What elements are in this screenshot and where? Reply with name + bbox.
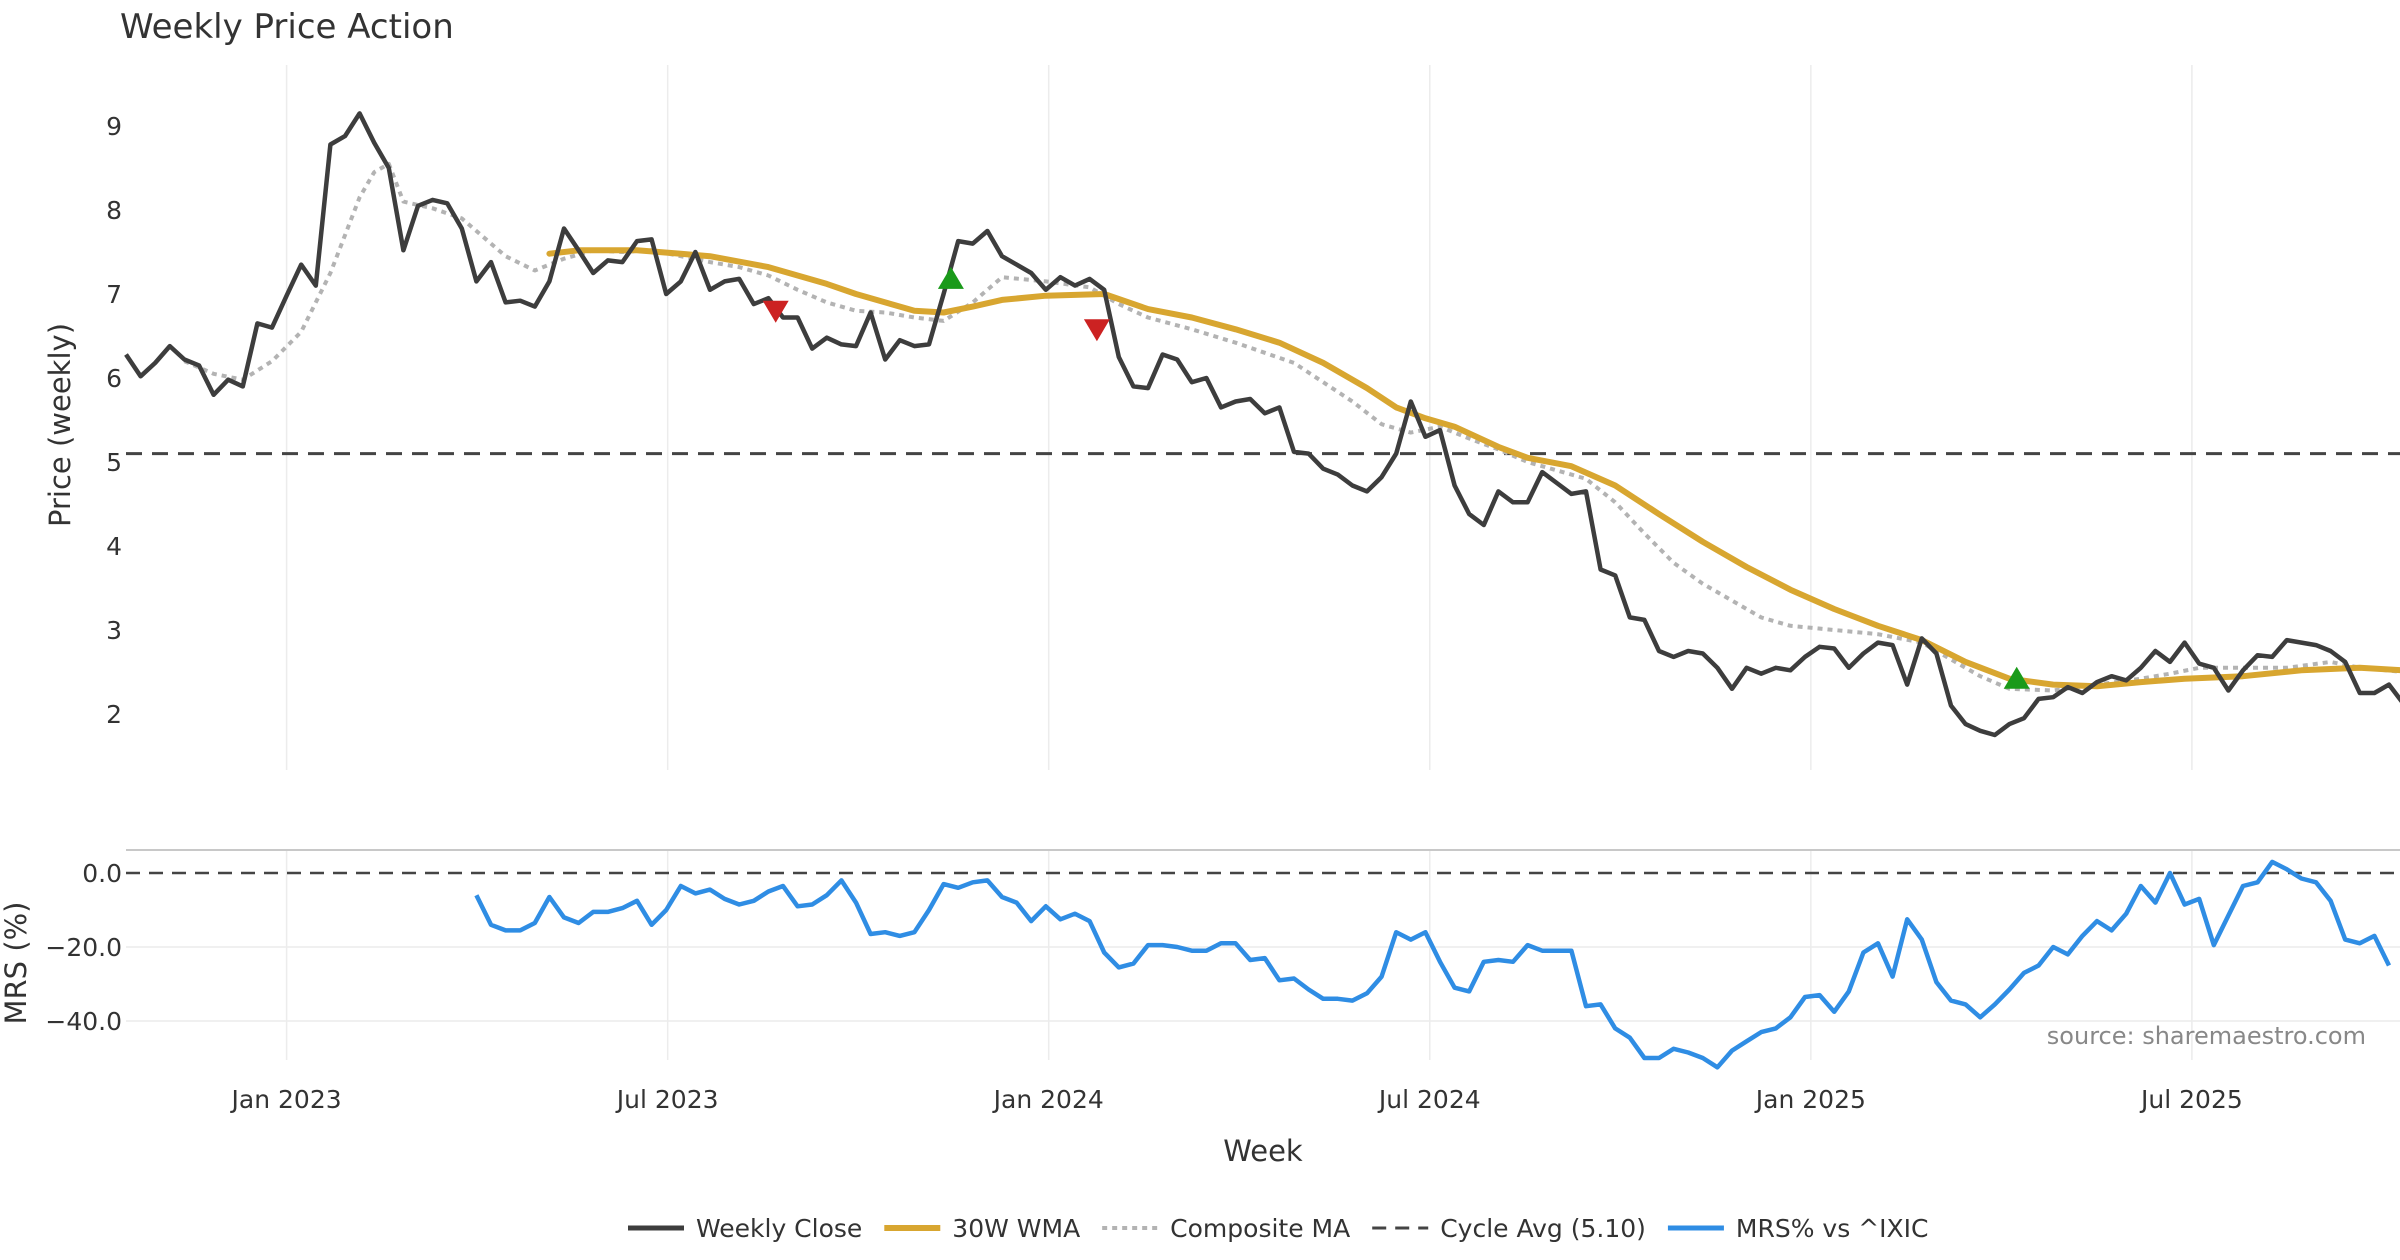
price-gridlines bbox=[285, 65, 2193, 770]
legend-label: 30W WMA bbox=[952, 1214, 1080, 1243]
price-y-tick-label: 7 bbox=[106, 280, 122, 309]
price-y-tick-label: 3 bbox=[106, 616, 122, 645]
legend-item-weekly-close: Weekly Close bbox=[628, 1214, 862, 1243]
mrs-line bbox=[474, 859, 2392, 1070]
x-tick-labels: Jan 2023 Jul 2023 Jan 2024 Jul 2024 Jan 2025… bbox=[230, 1085, 2243, 1114]
mrs-y-tick-labels: 0.0 −20.0 −40.0 bbox=[45, 859, 122, 1036]
legend-label: Weekly Close bbox=[696, 1214, 862, 1243]
legend-item-cycle-avg: Cycle Avg (5.10) bbox=[1372, 1214, 1646, 1243]
x-tick-label: Jul 2023 bbox=[615, 1085, 719, 1114]
x-tick-label: Jul 2025 bbox=[2139, 1085, 2243, 1114]
price-y-tick-label: 6 bbox=[106, 364, 122, 393]
x-tick-label: Jan 2023 bbox=[230, 1085, 342, 1114]
mrs-y-axis-label: MRS (%) bbox=[0, 902, 33, 1025]
mrs-gridlines bbox=[126, 850, 2400, 1060]
price-y-tick-label: 2 bbox=[106, 700, 122, 729]
legend-item-composite-ma: Composite MA bbox=[1102, 1214, 1350, 1243]
mrs-y-tick-label: −20.0 bbox=[45, 933, 122, 962]
weekly-close-line bbox=[124, 111, 2400, 738]
price-y-tick-label: 8 bbox=[106, 196, 122, 225]
buy-signal-marker bbox=[937, 266, 964, 289]
sell-signal-marker bbox=[1083, 319, 1110, 342]
sell-signal-marker bbox=[762, 300, 789, 323]
price-y-tick-label: 5 bbox=[106, 448, 122, 477]
legend-item-mrs: MRS% vs ^IXIC bbox=[1667, 1214, 1929, 1243]
composite-ma-line bbox=[183, 161, 2400, 693]
legend-label: Composite MA bbox=[1170, 1214, 1350, 1243]
x-axis-label: Week bbox=[1223, 1134, 1303, 1168]
x-tick-label: Jul 2024 bbox=[1377, 1085, 1481, 1114]
signal-markers bbox=[762, 266, 2030, 689]
price-y-tick-labels: 2 3 4 5 6 7 8 9 bbox=[106, 112, 122, 729]
legend: Weekly Close 30W WMA Composite MA Cycle Avg… bbox=[628, 1214, 1928, 1243]
price-y-tick-label: 9 bbox=[106, 112, 122, 141]
x-tick-label: Jan 2024 bbox=[992, 1085, 1104, 1114]
price-y-axis-label: Price (weekly) bbox=[43, 323, 77, 527]
mrs-y-tick-label: −40.0 bbox=[45, 1007, 122, 1036]
x-tick-label: Jan 2025 bbox=[1754, 1085, 1866, 1114]
legend-label: MRS% vs ^IXIC bbox=[1736, 1214, 1929, 1243]
price-y-tick-label: 4 bbox=[106, 532, 122, 561]
legend-item-wma: 30W WMA bbox=[884, 1214, 1080, 1243]
mrs-y-tick-label: 0.0 bbox=[82, 859, 122, 888]
wma-30w-line bbox=[546, 247, 2400, 690]
source-note: source: sharemaestro.com bbox=[2047, 1022, 2366, 1050]
legend-label: Cycle Avg (5.10) bbox=[1440, 1214, 1646, 1243]
chart-title: Weekly Price Action bbox=[120, 7, 454, 47]
buy-signal-marker bbox=[2003, 666, 2030, 689]
